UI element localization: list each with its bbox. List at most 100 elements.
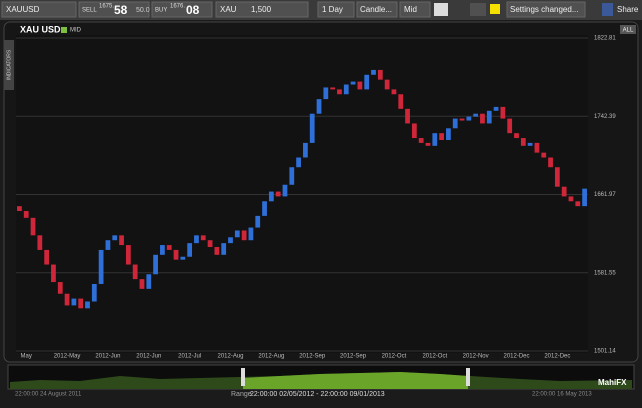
candle-body	[330, 87, 336, 90]
facebook-icon[interactable]	[602, 3, 613, 16]
candle-body	[486, 110, 492, 124]
candle-body	[207, 240, 213, 248]
screenshot-button[interactable]	[434, 3, 448, 16]
candle-body	[44, 249, 50, 265]
candle-body	[241, 230, 247, 241]
sell-button[interactable]	[78, 1, 150, 18]
x-tick-label: 2012-Sep	[340, 354, 367, 360]
candle-body	[194, 235, 199, 244]
candle-body	[405, 108, 410, 124]
period-select[interactable]	[317, 1, 355, 18]
candle-body	[568, 196, 574, 202]
candle-body	[418, 138, 424, 143]
candle-body	[71, 298, 77, 306]
candle-body	[534, 142, 540, 153]
candle-body	[411, 123, 417, 139]
y-tick-label: 1501.14	[594, 349, 616, 355]
candle-body	[255, 215, 261, 228]
candle-body	[234, 230, 240, 238]
buy-button[interactable]	[151, 1, 213, 18]
sell-big: 58	[114, 3, 128, 17]
color-button[interactable]	[490, 4, 500, 14]
candle-body	[303, 142, 308, 158]
candle-body	[350, 81, 356, 85]
candle-body	[391, 89, 397, 95]
candle-body	[262, 201, 267, 216]
candle-body	[139, 279, 145, 289]
unit: XAU	[220, 5, 237, 14]
candle-body	[432, 133, 438, 146]
candle-body	[343, 84, 349, 95]
candle-body	[500, 106, 506, 119]
candle-body	[268, 191, 274, 202]
candle-body	[275, 191, 281, 197]
x-tick-label: 2012-May	[54, 354, 81, 360]
candle-body	[57, 282, 63, 294]
candle-body	[51, 264, 56, 283]
candle-body	[132, 264, 138, 280]
brand: MahiFX	[598, 378, 627, 387]
amount: 1,500	[251, 5, 272, 14]
all-button[interactable]	[620, 25, 636, 34]
candle-body	[575, 201, 581, 207]
candle-body	[166, 245, 172, 250]
y-tick-label: 1581.55	[594, 270, 616, 276]
candle-body	[173, 249, 179, 260]
draw-button[interactable]	[470, 3, 486, 16]
x-tick-label: 2012-Aug	[217, 354, 243, 360]
candle-body	[357, 81, 363, 90]
candle-body	[221, 243, 227, 255]
style-select[interactable]	[356, 1, 398, 18]
candle-body	[554, 167, 560, 187]
candle-body	[439, 133, 444, 140]
y-tick-label: 1742.39	[594, 114, 616, 120]
symbol-select[interactable]	[1, 1, 77, 18]
candle-body	[180, 256, 186, 260]
candle-body	[78, 298, 84, 309]
period: 1 Day	[322, 5, 343, 14]
range-label: Range	[231, 391, 252, 398]
x-tick-label: 2012-Oct	[422, 354, 447, 360]
amount-field[interactable]	[215, 1, 309, 18]
settings-select[interactable]	[506, 1, 586, 18]
candle-body	[384, 79, 390, 90]
candle-body	[473, 113, 479, 117]
mid-swatch	[61, 27, 67, 33]
indicators-tab[interactable]	[4, 40, 14, 90]
candle-body	[282, 184, 288, 197]
candle-body	[119, 235, 124, 246]
spread: 50.0	[136, 7, 150, 14]
candle-body	[296, 157, 301, 168]
candle-body	[91, 283, 97, 302]
range-handle-right[interactable]	[466, 368, 470, 386]
candle-body	[398, 94, 404, 109]
candle-body	[30, 217, 36, 236]
x-tick-label: May	[21, 354, 32, 360]
plot-area	[16, 35, 588, 353]
candle-body	[466, 116, 472, 121]
candle-body	[337, 89, 342, 95]
candle-body	[64, 293, 70, 306]
candle-body	[507, 118, 513, 134]
candle-body	[364, 74, 370, 90]
candle-body	[37, 235, 43, 250]
candle-body	[446, 128, 451, 140]
x-tick-label: 2012-Aug	[258, 354, 284, 360]
candle-body	[514, 133, 519, 139]
share[interactable]: Share	[617, 5, 639, 14]
range-handle-left[interactable]	[241, 368, 245, 386]
buy-small: 1676.	[170, 4, 185, 10]
candle-body	[98, 249, 104, 284]
nav-start: 22:00:00 24 August 2011	[15, 392, 82, 398]
candle-body	[452, 118, 458, 129]
indicators: INDICATORS	[6, 49, 12, 80]
candle-body	[187, 243, 193, 257]
candle-body	[548, 157, 553, 168]
all: ALL	[623, 28, 634, 34]
sell-small: 1675.	[99, 4, 114, 10]
y-tick-label: 1661.97	[594, 192, 616, 198]
buy-big: 08	[186, 3, 200, 17]
price-select[interactable]	[399, 1, 431, 18]
candle-body	[160, 245, 165, 255]
